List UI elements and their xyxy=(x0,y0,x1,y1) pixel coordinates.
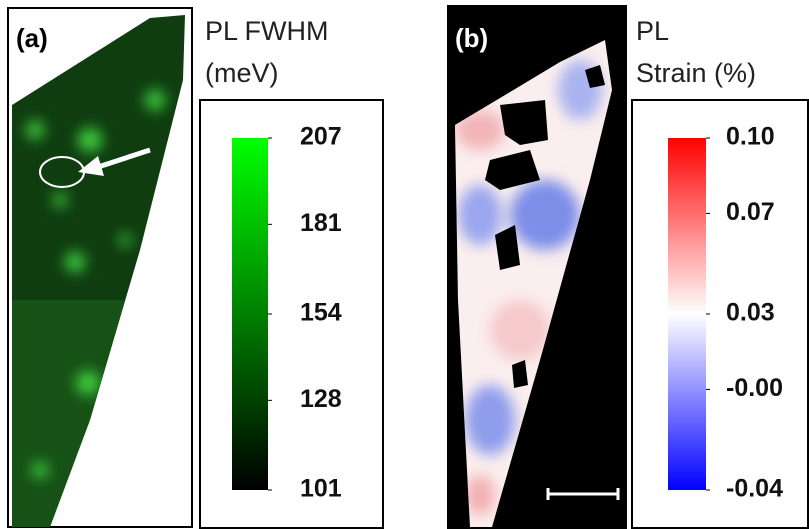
colorbar-tick-label: 0.10 xyxy=(726,123,775,151)
colorbar-tick-label: 207 xyxy=(300,123,342,151)
colorbar-title: (meV) xyxy=(205,58,279,88)
panel-a: (a) PL FWHM (meV) xyxy=(7,7,384,529)
colorbar-tick-label: 181 xyxy=(300,209,342,237)
colorbar-title: PL xyxy=(636,16,669,46)
colorbar-title: PL FWHM xyxy=(205,16,329,46)
panel-b: (b) PL Strain (%) xyxy=(447,5,809,529)
colorbar-tick-label: 0.07 xyxy=(726,198,775,226)
panel-label: (b) xyxy=(455,23,488,53)
colorbar-tick-label: 101 xyxy=(300,475,342,503)
panel-label: (a) xyxy=(16,23,48,53)
colorbar xyxy=(232,138,268,490)
colorbar-frame xyxy=(199,99,384,529)
colorbar-tick-label: 154 xyxy=(300,299,342,327)
arrow xyxy=(94,147,151,171)
strain-map xyxy=(455,40,612,527)
colorbar-tick-label: -0.00 xyxy=(726,374,783,402)
colorbar-tick-label: 128 xyxy=(300,385,342,413)
colorbars: 101 128 154 181 207 -0.04 -0.00 0.03 0.07 0.10 xyxy=(232,123,783,503)
arrow-head xyxy=(78,156,104,176)
colorbar-tick-label: 0.03 xyxy=(726,299,775,327)
colorbar-title: Strain (%) xyxy=(636,58,756,88)
colorbar xyxy=(668,138,706,490)
colorbar-frame xyxy=(631,99,809,529)
colorbar-tick-label: -0.04 xyxy=(726,475,783,503)
